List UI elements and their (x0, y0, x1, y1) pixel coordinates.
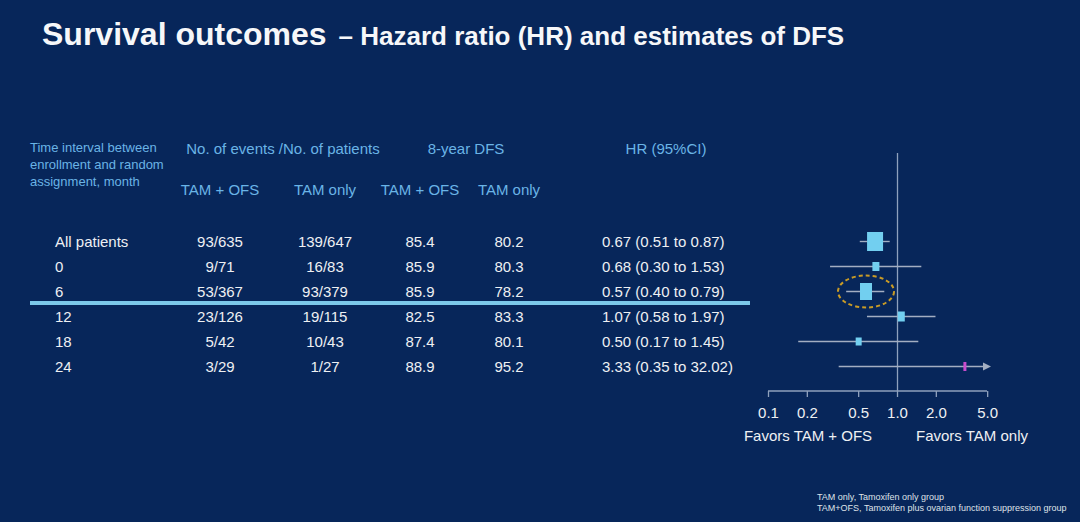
table-row: 1223/12619/11582.583.31.07 (0.58 to 1.97… (0, 304, 1080, 329)
table-cell: 5/42 (160, 329, 280, 354)
footnote-line-2: TAM+OFS, Tamoxifen plus ovarian function… (817, 503, 1067, 514)
table-row: 243/291/2788.995.23.33 (0.35 to 32.02) (0, 354, 1080, 379)
column-header-hr: HR (95%CI) (600, 140, 732, 157)
column-header-events: No. of events /No. of patients (168, 140, 398, 157)
table-cell: 95.2 (449, 354, 569, 379)
x-tick-label: 0.5 (839, 404, 879, 421)
table-row: All patients93/635139/64785.480.20.67 (0… (0, 229, 1080, 254)
footnote: TAM only, Tamoxifen only group TAM+OFS, … (817, 492, 1067, 514)
column-header-time-interval: Time interval between enrollment and ran… (30, 139, 170, 190)
table-row: 185/4210/4387.480.10.50 (0.17 to 1.45) (0, 329, 1080, 354)
table-row: 09/7116/8385.980.30.68 (0.30 to 1.53) (0, 254, 1080, 279)
highlight-underline (30, 301, 750, 305)
x-tick-label: 1.0 (878, 404, 918, 421)
table-cell: 3.33 (0.35 to 32.02) (602, 354, 733, 379)
slide: Survival outcomes – Hazard ratio (HR) an… (0, 0, 1080, 522)
x-tick-label: 5.0 (968, 404, 1008, 421)
page-title: Survival outcomes – Hazard ratio (HR) an… (42, 16, 844, 53)
x-tick-label: 2.0 (916, 404, 956, 421)
table-cell: 0.67 (0.51 to 0.87) (602, 229, 725, 254)
table-cell: 9/71 (160, 254, 280, 279)
x-tick-label: 0.2 (787, 404, 827, 421)
table-cell: 83.3 (449, 304, 569, 329)
table-cell: 0.50 (0.17 to 1.45) (602, 329, 725, 354)
table-cell: 80.2 (449, 229, 569, 254)
table-cell: 80.3 (449, 254, 569, 279)
table-cell: 0.68 (0.30 to 1.53) (602, 254, 725, 279)
page-title-main: Survival outcomes (42, 16, 327, 53)
axis-label-favors-tam-only: Favors TAM only (897, 427, 1047, 444)
table-cell: 0 (55, 254, 63, 279)
column-header-dfs: 8-year DFS (398, 140, 534, 157)
table-cell: 1.07 (0.58 to 1.97) (602, 304, 725, 329)
subheader-dfs-tam-only: TAM only (449, 181, 569, 198)
table-cell: 23/126 (160, 304, 280, 329)
table-cell: 12 (55, 304, 72, 329)
table-cell: 24 (55, 354, 72, 379)
table-cell: 93/635 (160, 229, 280, 254)
axis-label-favors-tam-ofs: Favors TAM + OFS (733, 427, 883, 444)
footnote-line-1: TAM only, Tamoxifen only group (817, 492, 1067, 503)
table-cell: 18 (55, 329, 72, 354)
table-cell: 80.1 (449, 329, 569, 354)
x-tick-label: 0.1 (749, 404, 789, 421)
table-cell: 3/29 (160, 354, 280, 379)
page-title-sub: – Hazard ratio (HR) and estimates of DFS (339, 21, 845, 52)
table-cell: All patients (55, 229, 128, 254)
subheader-events-tam-ofs: TAM + OFS (160, 181, 280, 198)
